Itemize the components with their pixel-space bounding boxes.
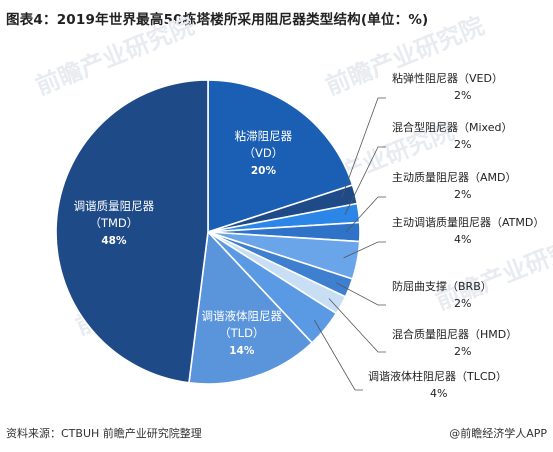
watermark-text: 前瞻产业研究院: [432, 227, 553, 316]
slice-label-atmd-name: 主动调谐质量阻尼器（ATMD）: [392, 215, 544, 229]
slice-label-vd-abbr: （VD）: [244, 146, 284, 160]
outer-labels: 粘弹性阻尼器（VED） 2% 混合型阻尼器（Mixed） 2% 主动质量阻尼器（AMD）…: [368, 71, 544, 400]
leader-lines: [313, 97, 386, 391]
leader-line-mixed: [344, 146, 386, 215]
credit-note: @前瞻经济学人APP: [449, 427, 547, 440]
slice-label-amd-value: 2%: [454, 188, 471, 201]
leader-line-amd: [345, 196, 386, 233]
slice-label-hmd-value: 2%: [454, 345, 471, 358]
pie-slice-tld: [188, 230, 314, 385]
source-note: 资料来源：CTBUH 前瞻产业研究院整理: [6, 427, 202, 440]
leader-line-hmd: [328, 298, 386, 353]
slice-label-atmd-value: 4%: [454, 233, 471, 246]
slice-label-tmd-abbr: （TMD）: [89, 216, 138, 230]
pie-slices: [55, 79, 361, 385]
chart-title: 图表4：2019年世界最高50栋塔楼所采用阻尼器类型结构(单位：%): [6, 12, 429, 28]
slice-label-brb-value: 2%: [454, 297, 471, 310]
leader-line-brb: [336, 282, 386, 306]
slice-label-tld-name: 调谐液体阻尼器: [202, 309, 283, 323]
leader-line-tlcd: [313, 319, 363, 391]
slice-label-vd-value: 20%: [251, 165, 277, 177]
slice-label-tld-abbr: （TLD）: [219, 326, 264, 340]
slice-label-tlcd-value: 4%: [430, 387, 447, 400]
slice-label-amd-name: 主动质量阻尼器（AMD）: [392, 171, 517, 184]
slice-label-brb-name: 防屈曲支撑（BRB）: [392, 279, 492, 293]
slice-label-mixed-name: 混合型阻尼器（Mixed）: [392, 120, 512, 134]
slice-label-ved-name: 粘弹性阻尼器（VED）: [392, 71, 503, 85]
slice-label-tmd-name: 调谐质量阻尼器: [74, 199, 155, 213]
slice-label-hmd-name: 混合质量阻尼器（HMD）: [392, 327, 517, 341]
leader-line-atmd: [343, 241, 386, 259]
watermark-text: 前瞻产业研究院: [322, 12, 488, 101]
slice-label-tmd-value: 48%: [101, 235, 127, 247]
slice-label-tlcd-name: 调谐液体柱阻尼器（TLCD）: [368, 369, 507, 383]
pie-slice-vd: [207, 79, 354, 234]
slice-label-ved-value: 2%: [454, 89, 471, 102]
pie-slice-tmd: [55, 79, 209, 384]
slice-label-vd-name: 粘滞阻尼器: [235, 129, 293, 143]
leader-line-ved: [341, 97, 386, 198]
slice-label-mixed-value: 2%: [454, 138, 471, 151]
slice-label-tld-value: 14%: [229, 345, 255, 357]
inner-labels: 粘滞阻尼器 （VD） 20% 调谐液体阻尼器 （TLD） 14% 调谐质量阻尼器 （TMD） 4…: [74, 129, 293, 357]
